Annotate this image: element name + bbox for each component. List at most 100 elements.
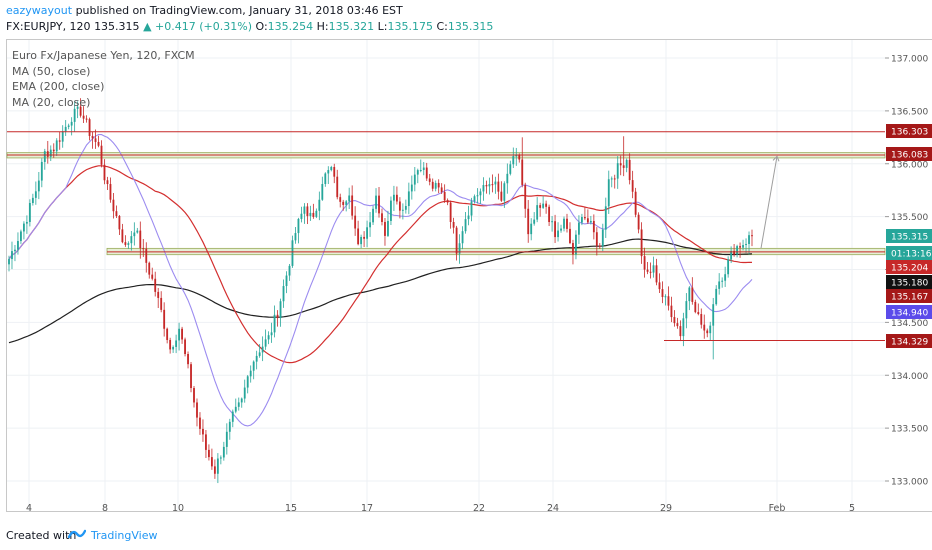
candle-body — [539, 205, 542, 208]
candle-body — [363, 236, 366, 239]
candle — [461, 226, 464, 250]
candle-body — [592, 220, 595, 233]
candle-body — [246, 376, 249, 388]
candle-body — [169, 339, 172, 350]
candle — [363, 231, 366, 248]
candle — [58, 131, 61, 150]
candle-body — [348, 195, 351, 202]
candle — [261, 336, 264, 362]
candle-body — [709, 325, 712, 334]
grid-lines — [7, 40, 885, 511]
candle — [748, 231, 750, 255]
candle-body — [437, 182, 440, 188]
candle — [670, 296, 673, 323]
candle-body — [536, 205, 539, 220]
candle-body — [321, 183, 324, 200]
candle — [46, 140, 49, 164]
candle — [730, 246, 733, 264]
price-label-bg — [886, 124, 932, 138]
candle-body — [193, 388, 195, 403]
candle-body — [366, 227, 368, 239]
candle — [294, 227, 297, 244]
candle — [598, 243, 601, 249]
price-label-text: 136.083 — [891, 151, 928, 161]
candle — [566, 213, 568, 233]
candle — [419, 159, 422, 173]
candle — [721, 277, 724, 288]
candle — [664, 294, 667, 306]
candle-body — [673, 317, 676, 324]
candle — [667, 286, 670, 311]
candle — [407, 182, 410, 215]
tradingview-logo-icon[interactable] — [68, 527, 86, 541]
candle — [157, 287, 160, 309]
candle — [470, 197, 473, 222]
price-label-bg — [886, 275, 932, 289]
candle-body — [342, 201, 345, 205]
publish-line: eazywayout published on TradingView.com,… — [6, 4, 403, 17]
legend-ema200[interactable]: EMA (200, close) — [12, 80, 105, 93]
ma50-line — [8, 165, 753, 364]
high-label: H: — [316, 20, 329, 33]
candle-body — [145, 248, 148, 263]
candle — [560, 224, 562, 233]
candle — [610, 176, 613, 188]
price-change: +0.417 (+0.31%) — [155, 20, 252, 33]
candle-body — [724, 274, 727, 281]
candle — [300, 206, 303, 223]
candle-body — [61, 131, 64, 142]
candle — [216, 453, 219, 484]
candle-body — [628, 159, 631, 181]
moving-averages — [8, 133, 753, 427]
candle-body — [485, 185, 488, 187]
price-label-bg — [886, 289, 932, 303]
price-label-bg — [886, 334, 932, 348]
candle-body — [127, 243, 130, 245]
candle-body — [640, 229, 643, 257]
candle-body — [583, 217, 586, 219]
candle-body — [306, 206, 309, 217]
candle-body — [488, 184, 491, 187]
price-label-level: 135.167 — [886, 289, 932, 303]
candle-body — [452, 221, 455, 228]
candle — [551, 216, 553, 232]
candle-body — [566, 218, 568, 229]
candle — [100, 140, 103, 168]
candle-body — [136, 230, 139, 233]
candle-body — [267, 335, 270, 340]
candle-body — [416, 170, 419, 175]
price-label-text: 135.204 — [891, 264, 928, 274]
candle — [82, 106, 85, 123]
author-link[interactable]: eazywayout — [6, 4, 73, 17]
candle-body — [187, 353, 189, 365]
candle-body — [473, 196, 476, 202]
candle — [401, 203, 404, 220]
legend-ma50[interactable]: MA (50, close) — [12, 64, 91, 78]
x-tick-label: 17 — [361, 503, 373, 514]
candle-body — [225, 431, 228, 447]
candle-body — [297, 218, 300, 234]
candle — [569, 222, 571, 245]
candle — [306, 203, 309, 225]
candle-body — [387, 220, 389, 236]
candle-body — [458, 243, 461, 254]
x-tick-label: 15 — [285, 503, 297, 514]
candle — [700, 308, 703, 329]
candle-body — [300, 213, 303, 219]
tradingview-brand[interactable]: TradingView — [91, 529, 158, 542]
candle-body — [160, 297, 163, 310]
candle — [55, 138, 58, 157]
candle — [506, 163, 509, 194]
candle — [166, 327, 169, 344]
candle-body — [712, 304, 715, 326]
candle-body — [518, 155, 521, 160]
candle — [240, 397, 243, 408]
level-lines — [7, 131, 885, 341]
legend-ma20[interactable]: MA (20, close) — [12, 95, 91, 109]
candle — [327, 166, 330, 185]
candle — [199, 412, 201, 435]
candle-body — [494, 181, 497, 185]
candle — [464, 212, 467, 234]
candle — [202, 419, 204, 442]
